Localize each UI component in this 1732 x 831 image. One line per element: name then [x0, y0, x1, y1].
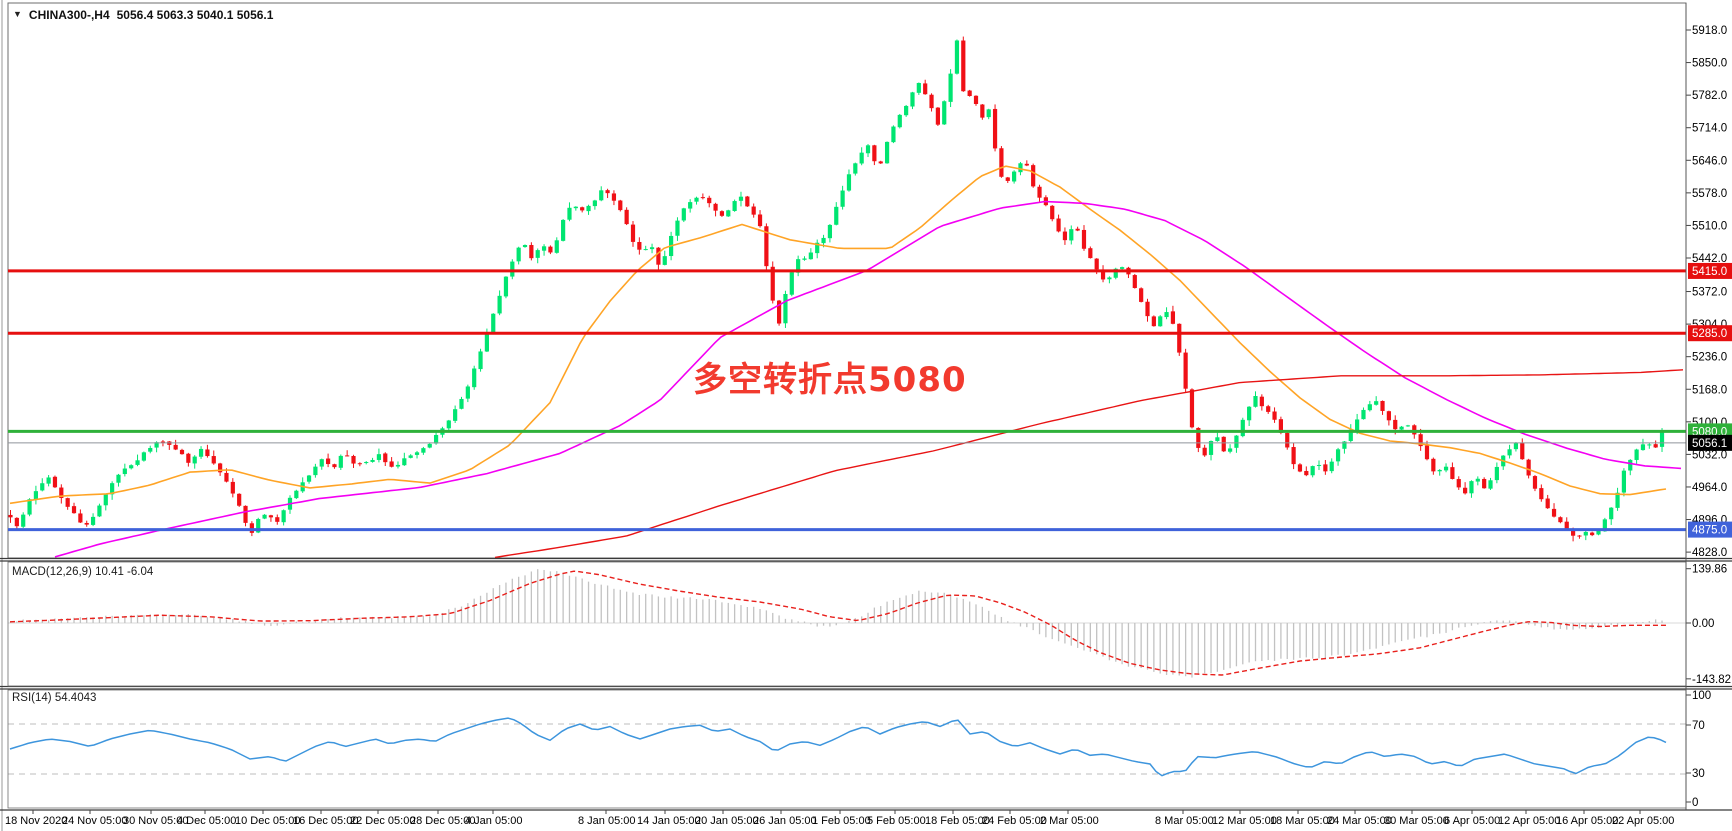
- price-tick-label: 4828.0: [1692, 547, 1727, 559]
- price-label-support-4875-badge-text: 4875.0: [1692, 525, 1727, 537]
- price-tick-label: 5442.0: [1692, 253, 1727, 265]
- time-tick-label: 28 Dec 05:00: [410, 815, 475, 827]
- time-tick-label: 8 Mar 05:00: [1155, 815, 1214, 827]
- price-tick-label: 5782.0: [1692, 90, 1727, 102]
- rsi-tick-label: 0: [1692, 797, 1698, 809]
- macd-tick-label: -143.82: [1692, 674, 1731, 686]
- time-tick-label: 6 Apr 05:00: [1444, 815, 1500, 827]
- time-tick-label: 20 Jan 05:00: [695, 815, 759, 827]
- time-tick-label: 5 Feb 05:00: [867, 815, 926, 827]
- ma-fast-orange-line: [9, 165, 1667, 505]
- time-tick-label: 24 Nov 05:00: [62, 815, 127, 827]
- macd-tick-label: 0.00: [1692, 618, 1714, 630]
- time-tick-label: 30 Nov 05:00: [123, 815, 188, 827]
- macd-tick-label: 139.86: [1692, 564, 1727, 576]
- price-tick-label: 5646.0: [1692, 155, 1727, 167]
- time-tick-label: 30 Mar 05:00: [1384, 815, 1449, 827]
- price-label-resistance-5285-badge: [1688, 325, 1732, 342]
- price-tick-label: 5510.0: [1692, 220, 1727, 232]
- price-tick-label: 5578.0: [1692, 188, 1727, 200]
- macd-signal-line: [9, 570, 1666, 676]
- rsi-indicator-label: RSI(14) 54.4043: [12, 692, 97, 704]
- price-tick-label: 5372.0: [1692, 287, 1727, 299]
- rsi-tick-label: 100: [1692, 690, 1711, 702]
- time-tick-label: 10 Dec 05:00: [235, 815, 300, 827]
- time-tick-label: 4 Dec 05:00: [177, 815, 236, 827]
- time-tick-label: 4 Jan 05:00: [465, 815, 523, 827]
- price-axis[interactable]: 5918.0 5850.0 5782.0 5714.0 5646.0 5578.0 5510…: [1686, 25, 1727, 559]
- time-tick-label: 2 Mar 05:00: [1040, 815, 1099, 827]
- time-tick-label: 16 Dec 05:00: [293, 815, 358, 827]
- price-tick-label: 5714.0: [1692, 123, 1727, 135]
- chart-annotation-text[interactable]: 多空转折点5080: [693, 360, 967, 400]
- rsi-tick-label: 30: [1692, 768, 1705, 780]
- price-tick-label: 5236.0: [1692, 352, 1727, 364]
- time-tick-label: 24 Feb 05:00: [982, 815, 1047, 827]
- price-label-resistance-5285-badge-text: 5285.0: [1692, 328, 1727, 340]
- rsi-line: [9, 717, 1667, 777]
- price-tick-label: 5168.0: [1692, 384, 1727, 396]
- ma-slow-red-line: [494, 369, 1684, 559]
- price-tick-label: 5918.0: [1692, 25, 1727, 37]
- ohlc-values: 5056.4 5063.3 5040.1 5056.1: [116, 8, 274, 22]
- price-label-resistance-5415-badge: [1688, 262, 1732, 279]
- time-tick-label: 12 Apr 05:00: [1498, 815, 1560, 827]
- time-tick-label: 18 Mar 05:00: [1270, 815, 1335, 827]
- price-tick-label: 5032.0: [1692, 449, 1727, 461]
- price-label-support-4875-badge: [1688, 521, 1732, 538]
- time-tick-label: 14 Jan 05:00: [637, 815, 701, 827]
- time-tick-label: 18 Feb 05:00: [925, 815, 990, 827]
- macd-indicator-label: MACD(12,26,9) 10.41 -6.04: [12, 566, 154, 578]
- time-tick-label: 24 Mar 05:00: [1327, 815, 1392, 827]
- time-tick-label: 18 Nov 2020: [5, 815, 67, 827]
- symbol-period-label: CHINA300-,H4: [28, 8, 110, 22]
- current-price-label-badge: [1688, 434, 1732, 451]
- rsi-tick-label: 70: [1692, 720, 1705, 732]
- time-tick-label: 22 Dec 05:00: [350, 815, 415, 827]
- time-tick-label: 26 Jan 05:00: [753, 815, 817, 827]
- chart-title: ▼ CHINA300-,H4 5056.4 5063.3 5040.1 5056…: [13, 8, 273, 22]
- price-tick-label: 5850.0: [1692, 58, 1727, 70]
- time-tick-label: 16 Apr 05:00: [1556, 815, 1618, 827]
- macd-axis[interactable]: 139.86 0.00 -143.82: [1686, 564, 1731, 686]
- price-label-resistance-5415-badge-text: 5415.0: [1692, 266, 1727, 278]
- price-tick-label: 4964.0: [1692, 482, 1727, 494]
- time-tick-label: 1 Feb 05:00: [812, 815, 871, 827]
- time-tick-label: 8 Jan 05:00: [578, 815, 636, 827]
- time-tick-label: 12 Mar 05:00: [1212, 815, 1277, 827]
- time-tick-label: 22 Apr 05:00: [1612, 815, 1674, 827]
- current-price-label-badge-text: 5056.1: [1692, 438, 1727, 450]
- rsi-axis[interactable]: 100 70 30 0: [1686, 690, 1711, 809]
- chart-dropdown-icon[interactable]: ▼: [13, 9, 22, 19]
